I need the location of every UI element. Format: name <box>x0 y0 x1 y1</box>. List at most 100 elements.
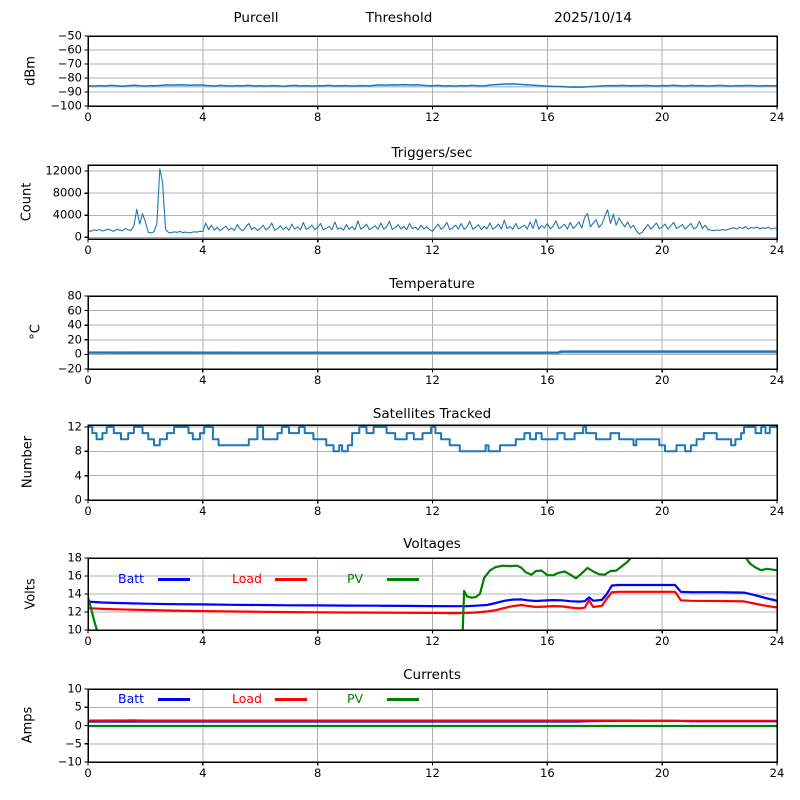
x-tick-label: 8 <box>313 504 322 518</box>
x-tick-label: 0 <box>84 766 92 780</box>
chart-svg <box>84 295 778 373</box>
y-tick-label: −5 <box>65 736 82 751</box>
y-tick-label: 14 <box>67 586 82 601</box>
subplot-title-currents: Currents <box>403 667 461 683</box>
chart-svg <box>84 557 778 634</box>
x-tick-label: 20 <box>654 634 670 648</box>
x-tick-label: 16 <box>540 110 555 124</box>
y-tick-label: −80 <box>57 70 82 85</box>
chart-svg <box>84 424 778 504</box>
threshold-title: Threshold <box>365 10 433 26</box>
x-tick-label: 4 <box>199 634 207 648</box>
plot-area-temperature <box>84 295 778 373</box>
y-tick-label: 80 <box>67 288 82 303</box>
x-tick-label: 20 <box>654 243 670 257</box>
series-line-triggers <box>88 168 777 235</box>
series-group <box>88 719 777 728</box>
legend-label-load: Load <box>232 691 262 706</box>
legend-line-load <box>275 578 307 581</box>
legend-label-pv: PV <box>347 691 364 706</box>
y-tick-label: 0 <box>74 346 82 361</box>
y-tick-label: 8000 <box>52 185 82 200</box>
y-tick-label: 60 <box>67 303 82 318</box>
y-tick-label: 18 <box>67 550 82 565</box>
x-tick-label: 12 <box>425 373 440 387</box>
subplot-title-voltages: Voltages <box>403 536 461 552</box>
y-tick-label: −10 <box>57 754 82 769</box>
legend-label-batt: Batt <box>118 691 145 706</box>
y-tick-label: −100 <box>50 98 82 113</box>
y-tick-label: 12 <box>67 604 82 619</box>
x-tick-label: 12 <box>425 504 440 518</box>
series-group <box>88 350 777 354</box>
y-tick-label: 10 <box>67 681 82 696</box>
series-line-batt <box>88 583 777 608</box>
subplot-title-satellites: Satellites Tracked <box>372 406 492 422</box>
x-tick-label: 0 <box>84 243 92 257</box>
x-tick-label: 24 <box>769 373 785 387</box>
y-tick-label: −50 <box>57 28 82 43</box>
x-tick-label: 4 <box>199 243 207 257</box>
x-tick-label: 16 <box>540 373 555 387</box>
series-line-pv <box>461 558 777 630</box>
x-tick-label: 4 <box>199 110 207 124</box>
date-label: 2025/10/14 <box>554 10 632 26</box>
y-tick-label: −90 <box>57 84 82 99</box>
x-tick-label: 16 <box>540 243 555 257</box>
plot-area-triggers <box>84 164 778 243</box>
y-tick-label: 12000 <box>45 163 82 178</box>
x-tick-label: 4 <box>199 766 207 780</box>
y-tick-label: −70 <box>57 56 82 71</box>
x-tick-label: 24 <box>769 634 785 648</box>
x-tick-label: 12 <box>425 766 440 780</box>
legend-line-batt <box>158 698 190 701</box>
x-tick-label: 16 <box>540 634 555 648</box>
chart-svg <box>84 35 778 110</box>
legend-label-pv: PV <box>347 571 364 586</box>
legend-line-pv <box>387 578 419 581</box>
plot-area-voltages <box>84 557 778 634</box>
x-tick-label: 24 <box>769 243 785 257</box>
x-tick-label: 16 <box>540 504 555 518</box>
legend-line-pv <box>387 698 419 701</box>
x-tick-label: 24 <box>769 504 785 518</box>
y-axis-label-count: Count <box>19 182 35 222</box>
y-tick-label: 40 <box>67 317 82 332</box>
x-tick-label: 8 <box>313 634 322 648</box>
x-tick-label: 12 <box>425 634 440 648</box>
legend-line-load <box>275 698 307 701</box>
x-tick-label: 8 <box>313 373 322 387</box>
x-tick-label: 4 <box>199 504 207 518</box>
x-tick-label: 12 <box>425 243 440 257</box>
chart-svg <box>84 164 778 243</box>
y-tick-label: 12 <box>67 419 82 434</box>
x-tick-label: 24 <box>769 766 785 780</box>
x-tick-label: 20 <box>654 766 670 780</box>
legend-label-load: Load <box>232 571 262 586</box>
x-tick-label: 8 <box>313 766 322 780</box>
x-tick-label: 4 <box>199 373 207 387</box>
x-tick-label: 0 <box>84 634 92 648</box>
x-tick-label: 0 <box>84 373 92 387</box>
series-group <box>88 168 777 235</box>
series-line-load <box>88 590 777 615</box>
x-tick-label: 12 <box>425 110 440 124</box>
y-tick-label: 4 <box>74 468 82 483</box>
y-tick-label: −20 <box>57 361 82 376</box>
x-tick-label: 20 <box>654 110 670 124</box>
x-tick-label: 16 <box>540 766 555 780</box>
y-tick-label: 10 <box>67 622 82 637</box>
plot-area-rf-power <box>84 35 778 110</box>
y-tick-label: 4000 <box>52 207 82 222</box>
series-line-signal <box>88 83 777 88</box>
plot-area-satellites <box>84 424 778 504</box>
plot-area-currents <box>84 688 778 766</box>
y-tick-label: 5 <box>74 699 82 714</box>
series-line-temperature <box>88 350 777 354</box>
station-name: Purcell <box>233 10 279 26</box>
x-tick-label: 8 <box>313 110 322 124</box>
legend-line-batt <box>158 578 190 581</box>
x-tick-label: 20 <box>654 373 670 387</box>
y-tick-label: 0 <box>74 718 82 732</box>
x-tick-label: 20 <box>654 504 670 518</box>
